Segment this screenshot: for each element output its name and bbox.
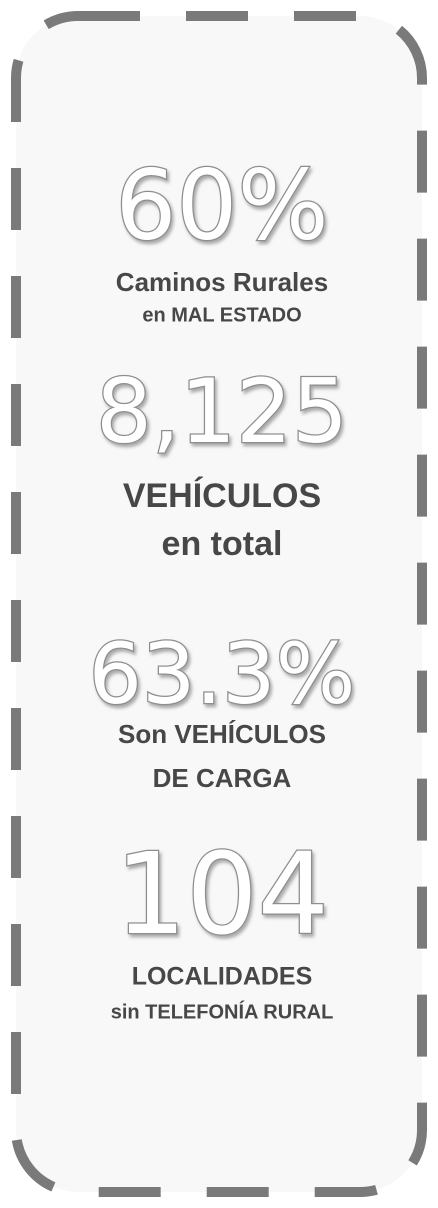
stat-label: DE CARGA	[153, 763, 292, 793]
stat-label: sin TELEFONÍA RURAL	[111, 1000, 334, 1023]
stats: 60% Caminos Rurales en MAL ESTADO 8,125 VEHÍ…	[87, 148, 356, 1023]
dashed-frame	[11, 11, 427, 1197]
stat-label: Son VEHÍCULOS	[118, 719, 326, 749]
stat-label: VEHÍCULOS	[123, 477, 321, 515]
stat-value: 104	[115, 830, 329, 960]
stat-label: en MAL ESTADO	[142, 304, 301, 326]
stat-value: 8,125	[96, 360, 348, 463]
stat-value: 60%	[115, 149, 328, 261]
stat-label: en total	[162, 525, 283, 563]
stat-value: 63.3%	[89, 625, 356, 723]
stat-label: Caminos Rurales	[116, 267, 328, 297]
stat-label: LOCALIDADES	[132, 963, 313, 991]
